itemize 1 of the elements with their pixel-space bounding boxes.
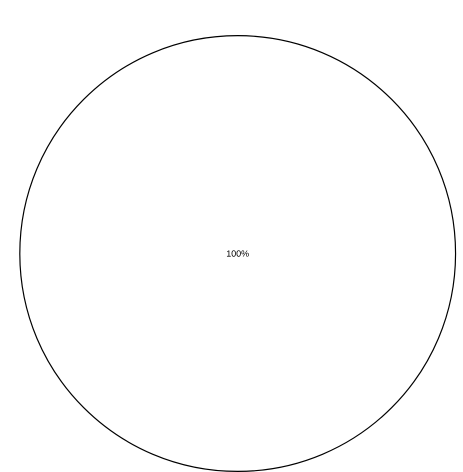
data-label: 100% bbox=[226, 250, 249, 257]
